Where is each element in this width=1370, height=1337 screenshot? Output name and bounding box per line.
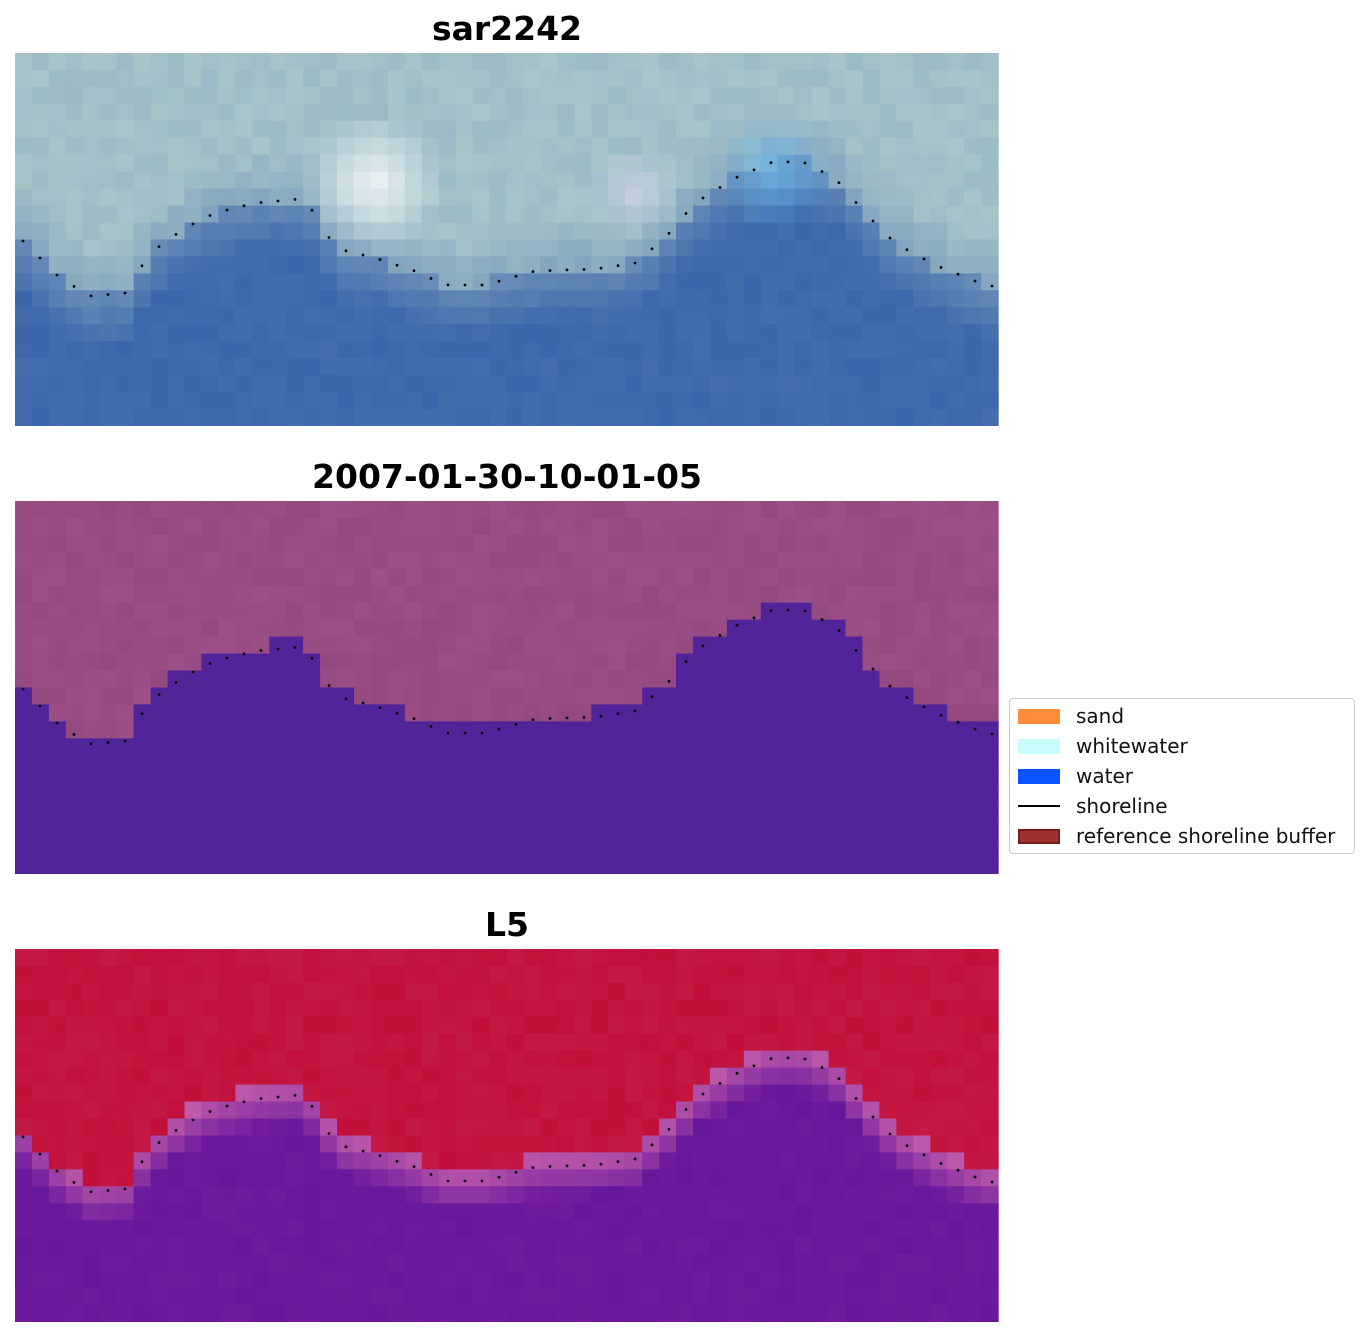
sand-swatch xyxy=(1018,709,1060,724)
shoreline-dots xyxy=(21,160,994,298)
shoreline-dots xyxy=(21,1056,994,1194)
legend-item-reference-buffer: reference shoreline buffer xyxy=(1010,821,1354,851)
panel-title-rgb: sar2242 xyxy=(431,9,583,48)
shoreline-line-swatch xyxy=(1018,805,1060,807)
panel-title-classified: 2007-01-30-10-01-05 xyxy=(312,457,702,496)
legend-label-reference-buffer: reference shoreline buffer xyxy=(1076,824,1336,848)
reference-buffer-swatch xyxy=(1018,829,1060,844)
legend-label-whitewater: whitewater xyxy=(1076,734,1188,758)
probability-image-panel xyxy=(15,949,999,1322)
shoreline-dots xyxy=(21,608,994,746)
legend-item-whitewater: whitewater xyxy=(1010,731,1354,761)
legend-label-water: water xyxy=(1076,764,1133,788)
legend-label-shoreline: shoreline xyxy=(1076,794,1168,818)
panel-title-probability: L5 xyxy=(485,905,529,944)
legend: sand whitewater water shoreline referenc… xyxy=(1009,698,1355,854)
legend-item-sand: sand xyxy=(1010,701,1354,731)
classified-image-panel xyxy=(15,501,999,874)
legend-item-water: water xyxy=(1010,761,1354,791)
legend-label-sand: sand xyxy=(1076,704,1125,728)
rgb-image-panel xyxy=(15,53,999,426)
water-swatch xyxy=(1018,769,1060,784)
whitewater-swatch xyxy=(1018,739,1060,754)
legend-item-shoreline: shoreline xyxy=(1010,791,1354,821)
